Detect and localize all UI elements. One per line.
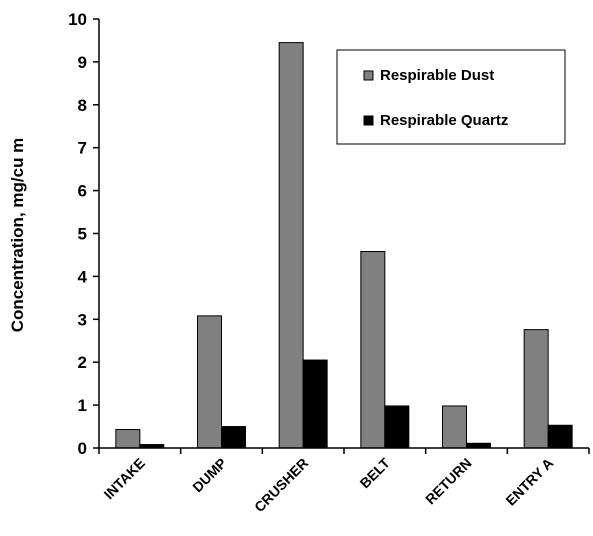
legend: Respirable Dust Respirable Quartz xyxy=(336,49,566,145)
bar-respirable-dust-dump xyxy=(197,315,222,449)
legend-label-respirable-dust: Respirable Dust xyxy=(380,67,494,84)
y-tick-label: 1 xyxy=(78,396,87,415)
bar-respirable-dust-entry-a xyxy=(523,329,549,449)
x-tick-label: ENTRY A xyxy=(502,455,556,509)
y-tick-label: 5 xyxy=(78,225,87,244)
y-tick-label: 10 xyxy=(68,10,87,29)
x-tick-label: RETURN xyxy=(422,455,475,508)
legend-swatch-respirable-quartz xyxy=(363,115,374,126)
bar-respirable-dust-belt xyxy=(360,251,386,449)
legend-swatch-respirable-dust xyxy=(363,70,374,81)
y-tick-label: 8 xyxy=(78,96,87,115)
y-tick-labels: 0 1 2 3 4 5 6 7 8 9 10 xyxy=(68,10,87,458)
y-tick-label: 0 xyxy=(78,439,87,458)
bar-respirable-quartz-belt xyxy=(384,405,410,449)
bar-respirable-quartz-dump xyxy=(221,426,246,449)
x-tick-label: DUMP xyxy=(189,455,229,495)
bar-respirable-quartz-crusher xyxy=(302,359,328,449)
y-tick-label: 3 xyxy=(78,310,87,329)
bar-respirable-quartz-entry-a xyxy=(547,424,573,449)
y-tick-label: 9 xyxy=(78,53,87,72)
bar-respirable-dust-crusher xyxy=(278,42,304,449)
bar-respirable-dust-intake xyxy=(115,429,141,449)
legend-label-respirable-quartz: Respirable Quartz xyxy=(380,112,508,129)
y-tick-label: 6 xyxy=(78,182,87,201)
x-tick-label: INTAKE xyxy=(101,455,148,502)
x-tick-labels: INTAKE DUMP CRUSHER BELT RETURN ENTRY A xyxy=(101,454,557,515)
y-axis-label: Concentration, mg/cu m xyxy=(8,138,27,333)
x-tick-label: BELT xyxy=(357,454,394,491)
legend-box xyxy=(336,49,566,145)
bars-layer xyxy=(115,42,573,449)
bar-respirable-dust-return xyxy=(442,405,467,449)
y-tick-label: 4 xyxy=(78,267,88,286)
y-tick-label: 2 xyxy=(78,353,87,372)
y-tick-label: 7 xyxy=(78,139,87,158)
x-tick-label: CRUSHER xyxy=(251,455,311,515)
axes-layer xyxy=(93,18,590,454)
